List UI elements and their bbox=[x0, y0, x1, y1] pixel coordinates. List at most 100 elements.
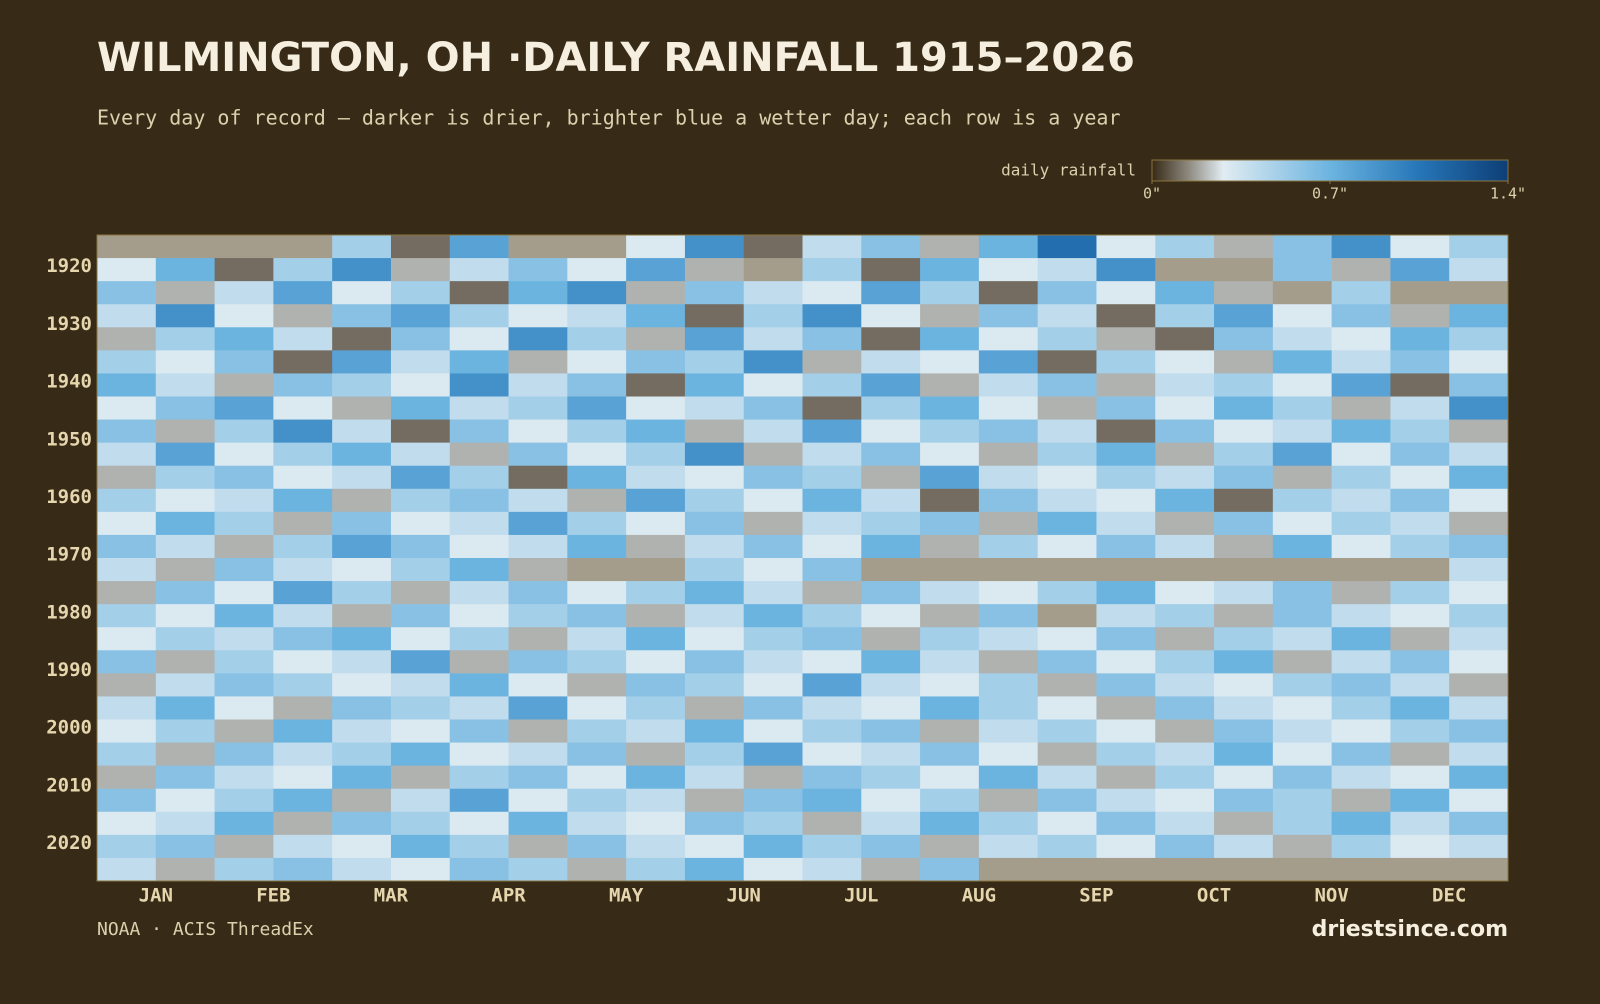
heat-cell bbox=[1272, 258, 1333, 282]
heat-cell bbox=[1037, 258, 1097, 282]
heat-cell bbox=[626, 581, 686, 605]
heat-cell bbox=[978, 627, 1039, 651]
heat-cell bbox=[390, 742, 451, 767]
heat-cell bbox=[155, 811, 216, 836]
heat-cell bbox=[920, 581, 980, 605]
heat-cell bbox=[449, 511, 510, 536]
heat-cell bbox=[214, 442, 274, 467]
heat-cell bbox=[1214, 350, 1274, 374]
heat-cell bbox=[508, 235, 568, 259]
heat-cell bbox=[920, 719, 980, 744]
heat-cell bbox=[214, 834, 274, 859]
heat-cell bbox=[802, 673, 862, 697]
heat-cell bbox=[743, 304, 803, 328]
heat-cell bbox=[626, 673, 686, 697]
heat-cell bbox=[802, 627, 862, 651]
x-tick-label: AUG bbox=[962, 885, 996, 907]
heat-cell bbox=[684, 327, 745, 351]
heat-cell bbox=[1214, 627, 1274, 651]
heat-cell bbox=[743, 558, 803, 582]
heat-cell bbox=[155, 627, 216, 651]
heat-cell bbox=[97, 765, 157, 790]
heat-cell bbox=[332, 719, 392, 744]
y-tick-label: 2000 bbox=[46, 717, 92, 739]
heat-cell bbox=[1214, 788, 1274, 813]
heat-cell bbox=[802, 258, 862, 282]
heat-cell bbox=[1272, 834, 1333, 859]
heat-cell bbox=[861, 465, 921, 490]
heat-cell bbox=[1390, 627, 1450, 651]
heat-cell bbox=[978, 373, 1039, 397]
heat-cell bbox=[155, 304, 216, 328]
heat-cell bbox=[1096, 673, 1156, 697]
heat-cell bbox=[861, 350, 921, 374]
heat-cell bbox=[508, 419, 568, 444]
heat-cell bbox=[802, 534, 862, 559]
x-tick-label: FEB bbox=[256, 885, 290, 907]
heat-cell bbox=[390, 627, 451, 651]
heat-cell bbox=[1214, 281, 1274, 305]
heat-cell bbox=[684, 442, 745, 467]
x-tick-label: SEP bbox=[1079, 885, 1113, 907]
heat-cell bbox=[1155, 673, 1215, 697]
heat-cell bbox=[978, 419, 1039, 444]
heat-cell bbox=[97, 627, 157, 651]
heat-cell bbox=[684, 765, 745, 790]
heat-cell bbox=[684, 811, 745, 836]
heat-cell bbox=[390, 511, 451, 536]
heat-cell bbox=[1214, 742, 1274, 767]
heat-cell bbox=[978, 834, 1039, 859]
heat-cell bbox=[1214, 581, 1274, 605]
heat-cell bbox=[273, 396, 333, 421]
heat-cell bbox=[567, 788, 627, 813]
heat-cell bbox=[449, 696, 510, 720]
heat-cell bbox=[978, 650, 1039, 674]
heat-cell bbox=[273, 834, 333, 859]
heat-cell bbox=[626, 488, 686, 513]
y-tick-label: 1920 bbox=[46, 255, 92, 277]
heat-cell bbox=[214, 419, 274, 444]
heat-cell bbox=[449, 765, 510, 790]
heat-cell bbox=[390, 488, 451, 513]
heat-cell bbox=[1449, 834, 1509, 859]
heat-cell bbox=[920, 788, 980, 813]
heat-cell bbox=[1096, 765, 1156, 790]
x-tick-label: OCT bbox=[1197, 885, 1231, 907]
heat-cell bbox=[155, 765, 216, 790]
heat-cell bbox=[390, 465, 451, 490]
heat-cell bbox=[861, 811, 921, 836]
heat-cell bbox=[449, 327, 510, 351]
y-tick-label: 1960 bbox=[46, 486, 92, 508]
heat-cell bbox=[508, 534, 568, 559]
heat-cell bbox=[508, 373, 568, 397]
heat-cell bbox=[155, 673, 216, 697]
heat-cell bbox=[155, 534, 216, 559]
heat-cell bbox=[390, 281, 451, 305]
heat-cell bbox=[1331, 719, 1391, 744]
heat-cell bbox=[449, 742, 510, 767]
heat-cell bbox=[920, 396, 980, 421]
heat-cell bbox=[1096, 488, 1156, 513]
heat-cell bbox=[1272, 350, 1333, 374]
heat-cell bbox=[743, 834, 803, 859]
heat-cell bbox=[390, 811, 451, 836]
heat-cell bbox=[1037, 558, 1097, 582]
heat-cell bbox=[97, 558, 157, 582]
chart-title: WILMINGTON, OH ·DAILY RAINFALL 1915–2026 bbox=[97, 35, 1135, 81]
heat-cell bbox=[155, 604, 216, 628]
heat-cell bbox=[214, 627, 274, 651]
heat-cell bbox=[449, 719, 510, 744]
heat-cell bbox=[1449, 719, 1509, 744]
heat-cell bbox=[155, 373, 216, 397]
y-tick-label: 1940 bbox=[46, 371, 92, 393]
heat-cell bbox=[332, 673, 392, 697]
heat-cell bbox=[920, 604, 980, 628]
heat-cell bbox=[743, 604, 803, 628]
heat-cell bbox=[1037, 350, 1097, 374]
heat-cell bbox=[449, 604, 510, 628]
heat-cell bbox=[743, 327, 803, 351]
heat-cell bbox=[390, 604, 451, 628]
heat-cell bbox=[155, 719, 216, 744]
heat-cell bbox=[978, 696, 1039, 720]
